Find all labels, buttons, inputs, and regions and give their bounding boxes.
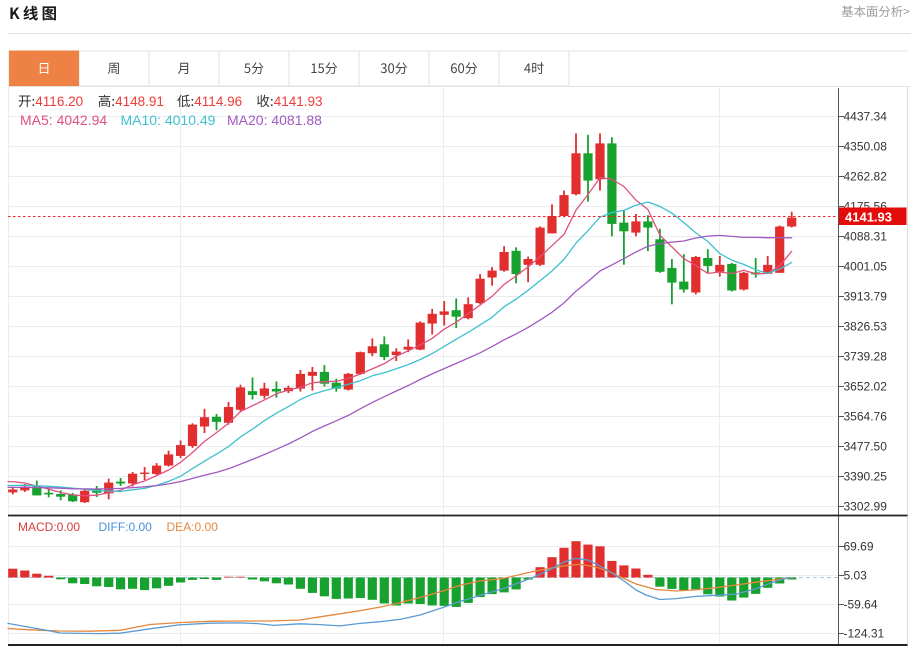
svg-text:4141.93: 4141.93 xyxy=(845,209,892,224)
svg-text:3390.25: 3390.25 xyxy=(844,470,888,484)
svg-text:DIFF:0.00: DIFF:0.00 xyxy=(99,520,153,534)
svg-text:69.69: 69.69 xyxy=(844,540,874,554)
svg-text:3826.53: 3826.53 xyxy=(844,320,888,334)
svg-text:4350.08: 4350.08 xyxy=(844,140,888,154)
svg-text:3913.79: 3913.79 xyxy=(844,290,888,304)
svg-text:3739.28: 3739.28 xyxy=(844,350,888,364)
svg-text:4141.93: 4141.93 xyxy=(274,94,323,109)
svg-text:MACD:0.00: MACD:0.00 xyxy=(18,520,80,534)
svg-text:4148.91: 4148.91 xyxy=(115,94,164,109)
svg-text:3652.02: 3652.02 xyxy=(844,380,888,394)
svg-text:MA20: 4081.88: MA20: 4081.88 xyxy=(227,112,322,128)
svg-text:5.03: 5.03 xyxy=(844,569,868,583)
svg-text:MA10: 4010.49: MA10: 4010.49 xyxy=(121,112,216,128)
svg-text:3564.76: 3564.76 xyxy=(844,410,888,424)
svg-text:4088.31: 4088.31 xyxy=(844,230,888,244)
svg-text:4116.20: 4116.20 xyxy=(35,94,83,109)
svg-text:3302.99: 3302.99 xyxy=(844,500,888,514)
svg-text:4262.82: 4262.82 xyxy=(844,170,888,184)
svg-text:-59.64: -59.64 xyxy=(844,598,878,612)
svg-text:-124.31: -124.31 xyxy=(844,627,885,641)
svg-text:DEA:0.00: DEA:0.00 xyxy=(167,520,219,534)
svg-text:3477.50: 3477.50 xyxy=(844,440,888,454)
svg-text:MA5: 4042.94: MA5: 4042.94 xyxy=(20,112,107,128)
svg-text:4437.34: 4437.34 xyxy=(844,110,888,124)
svg-text:4001.05: 4001.05 xyxy=(844,260,888,274)
svg-text:4114.96: 4114.96 xyxy=(194,94,242,109)
